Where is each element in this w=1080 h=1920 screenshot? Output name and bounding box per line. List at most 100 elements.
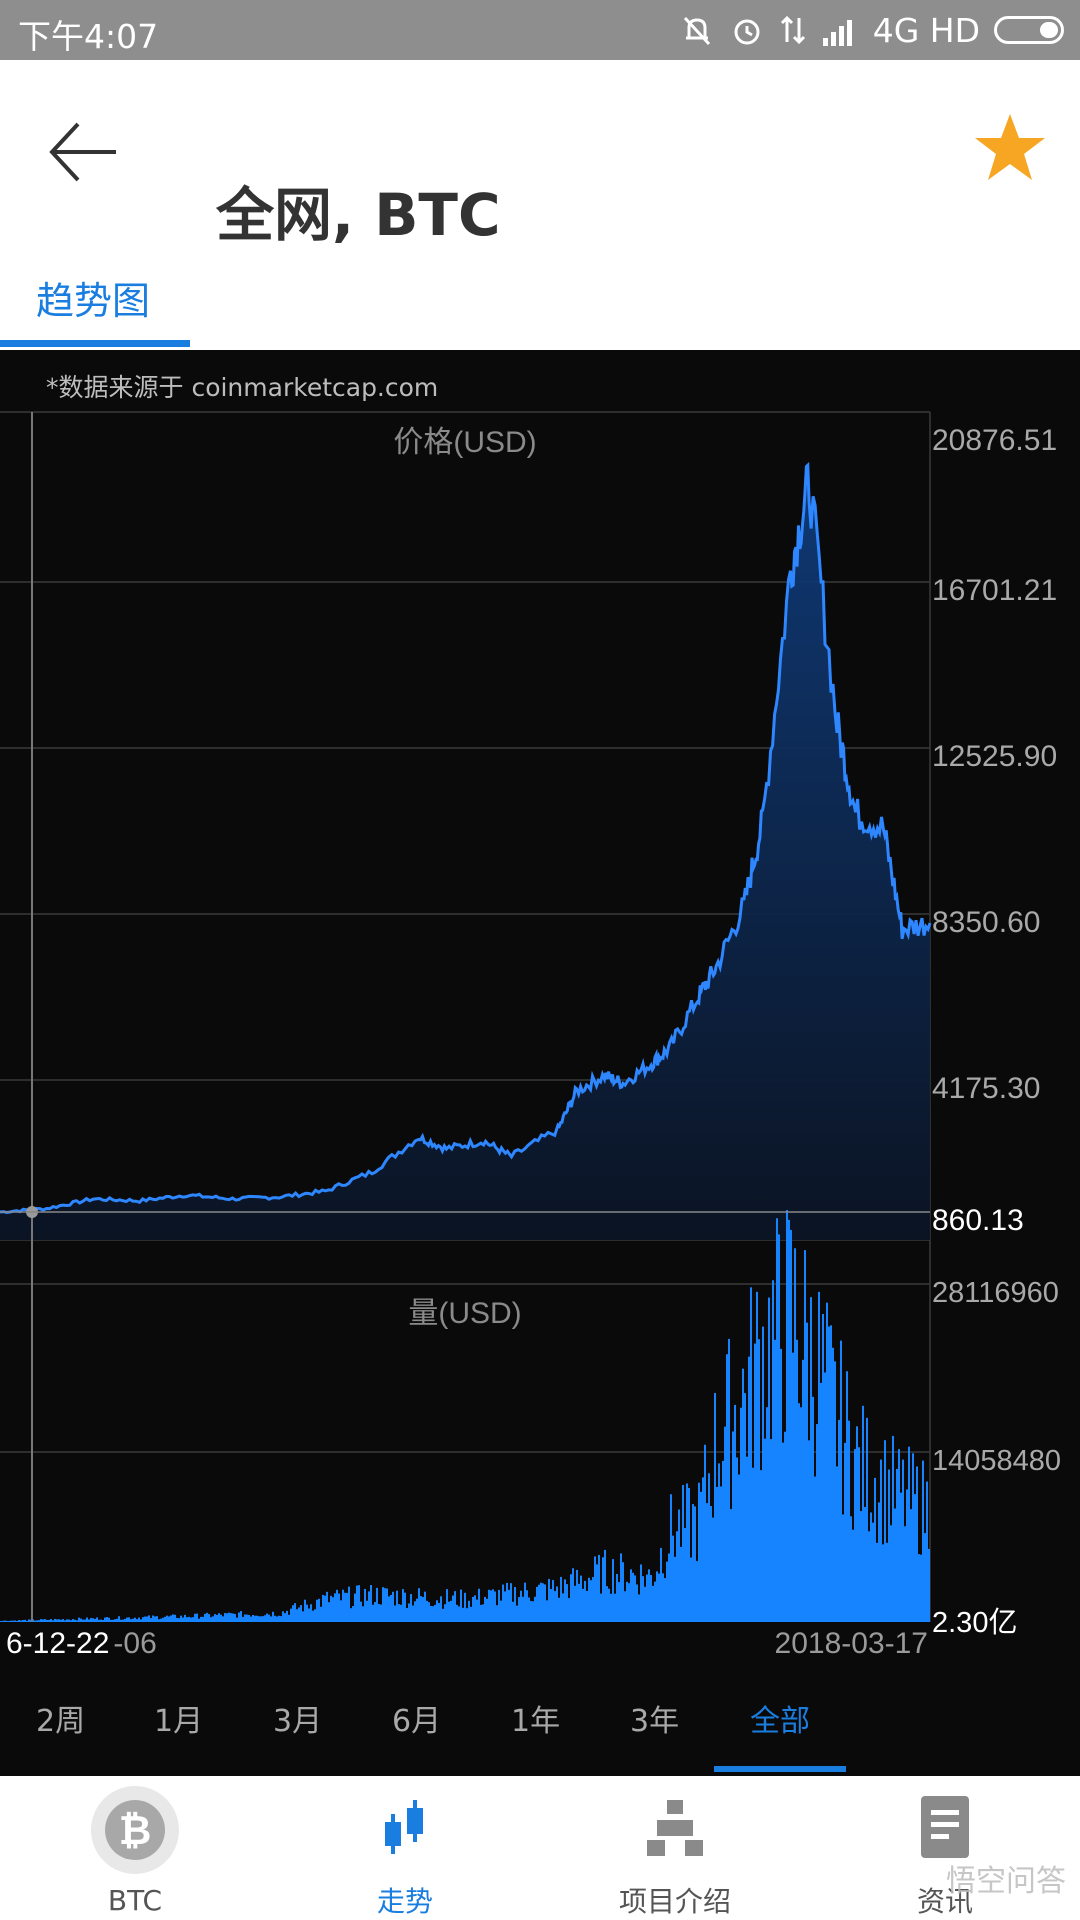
volume-bar	[814, 1476, 816, 1622]
volume-bar	[838, 1419, 840, 1622]
volume-bar	[238, 1612, 240, 1622]
range-tab-1y[interactable]: 1年	[511, 1704, 561, 1739]
volume-bar	[864, 1507, 866, 1622]
tab-trend-chart[interactable]: 趋势图	[0, 260, 190, 350]
nav-item-btc[interactable]: ₿ BTC	[0, 1776, 270, 1920]
price-tick-label: 8350.60	[932, 906, 1040, 939]
volume-bar	[92, 1618, 94, 1622]
chart-canvas[interactable]: 价格(USD) 量(USD) 20876.51 16701.21 12525.90 8…	[0, 350, 1080, 1776]
volume-bar	[732, 1431, 734, 1622]
volume-bar	[594, 1556, 596, 1622]
volume-bar	[218, 1613, 220, 1622]
volume-bar	[4, 1620, 6, 1622]
volume-bar	[460, 1589, 462, 1622]
volume-bar	[294, 1603, 296, 1622]
range-tab-1m[interactable]: 1月	[154, 1704, 204, 1739]
volume-bar	[450, 1600, 452, 1622]
range-tab-3y[interactable]: 3年	[630, 1704, 680, 1739]
volume-bar	[416, 1598, 418, 1622]
status-bar: 下午4:07 4G HD	[0, 0, 1080, 60]
volume-bar	[758, 1339, 760, 1622]
volume-bar	[884, 1440, 886, 1622]
volume-bar	[476, 1599, 478, 1622]
volume-bar	[244, 1614, 246, 1622]
volume-bar	[268, 1614, 270, 1622]
volume-bar	[658, 1573, 660, 1622]
volume-tick-label: 28116960	[932, 1277, 1059, 1309]
volume-bar	[484, 1596, 486, 1622]
volume-bar	[688, 1487, 690, 1622]
volume-bar	[634, 1575, 636, 1622]
signal-icon	[822, 20, 852, 46]
range-tab-6m[interactable]: 6月	[392, 1704, 442, 1739]
favorite-star-icon[interactable]	[972, 110, 1048, 186]
mute-bell-icon	[683, 16, 710, 46]
volume-bar	[754, 1343, 756, 1622]
volume-bar	[836, 1466, 838, 1622]
bitcoin-icon: ₿	[91, 1786, 179, 1874]
volume-bar	[124, 1618, 126, 1622]
volume-bar	[262, 1616, 264, 1622]
nav-label-news: 资讯	[916, 1885, 973, 1918]
volume-bar	[348, 1586, 350, 1622]
volume-bar	[554, 1591, 556, 1622]
volume-bar	[750, 1287, 752, 1622]
data-source-note: *数据来源于 coinmarketcap.com	[46, 373, 439, 402]
volume-bar	[194, 1613, 196, 1622]
volume-bar	[62, 1619, 64, 1622]
data-transfer-icon	[780, 15, 805, 45]
volume-bar	[714, 1392, 716, 1622]
back-arrow-icon[interactable]	[46, 114, 122, 190]
volume-bar	[418, 1588, 420, 1622]
volume-bar	[458, 1606, 460, 1622]
volume-bar	[586, 1590, 588, 1622]
volume-bar	[886, 1542, 888, 1622]
volume-bar	[292, 1605, 294, 1622]
volume-bar	[894, 1508, 896, 1622]
volume-bar	[756, 1291, 758, 1622]
nav-item-trend[interactable]: 走势	[270, 1776, 540, 1920]
volume-bar	[512, 1601, 514, 1622]
volume-bar	[662, 1573, 664, 1622]
volume-bar	[720, 1486, 722, 1622]
volume-bar	[800, 1407, 802, 1622]
volume-bar	[400, 1604, 402, 1622]
volume-tick-label: 2.30亿	[932, 1606, 1017, 1639]
volume-bar	[610, 1593, 612, 1622]
volume-bar	[602, 1557, 604, 1622]
nav-item-news[interactable]: 资讯	[810, 1776, 1080, 1920]
org-chart-icon	[647, 1800, 703, 1856]
range-tab-3m[interactable]: 3月	[273, 1704, 323, 1739]
volume-bar	[396, 1590, 398, 1622]
volume-bar	[434, 1604, 436, 1622]
volume-bar	[160, 1618, 162, 1622]
volume-bar	[340, 1600, 342, 1622]
nav-item-project[interactable]: 项目介绍	[540, 1776, 810, 1920]
volume-bar	[426, 1600, 428, 1622]
volume-bar	[18, 1620, 20, 1622]
volume-bar	[42, 1619, 44, 1622]
volume-bar	[486, 1598, 488, 1622]
volume-bar	[640, 1564, 642, 1622]
volume-bar	[230, 1613, 232, 1622]
volume-bar	[210, 1617, 212, 1622]
volume-bar	[246, 1614, 248, 1622]
volume-bar	[228, 1612, 230, 1622]
volume-bar	[200, 1616, 202, 1622]
volume-bar	[2, 1620, 4, 1622]
page-title: 全网, BTC	[216, 181, 501, 249]
volume-bar	[430, 1605, 432, 1622]
range-tab-all[interactable]: 全部	[750, 1704, 810, 1739]
volume-bar	[174, 1614, 176, 1622]
volume-bar	[206, 1612, 208, 1622]
volume-bar	[278, 1615, 280, 1622]
volume-bar	[444, 1604, 446, 1622]
volume-bar	[284, 1613, 286, 1622]
volume-bar	[306, 1604, 308, 1622]
range-tab-2w[interactable]: 2周	[36, 1704, 86, 1739]
volume-bar	[762, 1326, 764, 1622]
volume-bar	[598, 1554, 600, 1622]
volume-bar	[104, 1617, 106, 1622]
volume-bar	[272, 1611, 274, 1622]
volume-bar	[190, 1617, 192, 1622]
